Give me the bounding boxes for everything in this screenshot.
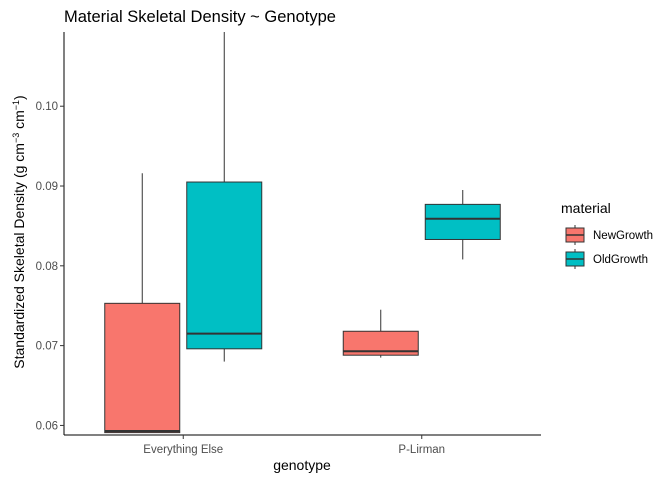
y-axis-title: Standardized Skeletal Density (g cm−3 cm…: [11, 95, 27, 368]
y-tick-label: 0.09: [36, 181, 58, 193]
y-tick-label: 0.06: [36, 420, 58, 432]
legend-items: NewGrowth OldGrowth: [565, 225, 653, 269]
box-body: [424, 203, 501, 240]
axes: 0.06 0.07 0.08 0.09 0.10 Everything Else P-Lir…: [36, 32, 541, 456]
box-newgrowth-0: [104, 173, 181, 434]
box-oldgrowth-0: [186, 32, 263, 362]
legend: material NewGrowth OldGrowth: [561, 200, 653, 269]
box-body: [104, 302, 181, 434]
x-tick-label: P-Lirman: [398, 444, 445, 456]
y-tick-label: 0.08: [36, 261, 58, 273]
legend-title: material: [561, 200, 611, 216]
legend-label: OldGrowth: [593, 254, 648, 266]
box-oldgrowth-1: [424, 190, 501, 260]
box-newgrowth-1: [342, 309, 419, 358]
legend-label: NewGrowth: [593, 230, 653, 242]
x-axis-title: genotype: [273, 457, 331, 473]
legend-item-newgrowth: NewGrowth: [565, 225, 653, 245]
y-tick-label: 0.10: [36, 101, 58, 113]
box-body: [342, 330, 419, 356]
plot-area: [104, 32, 501, 434]
y-axis-title-text: Standardized Skeletal Density (g cm−3 cm…: [11, 95, 27, 368]
x-tick-label: Everything Else: [143, 444, 223, 456]
y-tick-label: 0.07: [36, 341, 58, 353]
legend-item-oldgrowth: OldGrowth: [565, 249, 648, 269]
box-body: [186, 181, 263, 350]
chart-title: Material Skeletal Density ~ Genotype: [64, 8, 336, 26]
